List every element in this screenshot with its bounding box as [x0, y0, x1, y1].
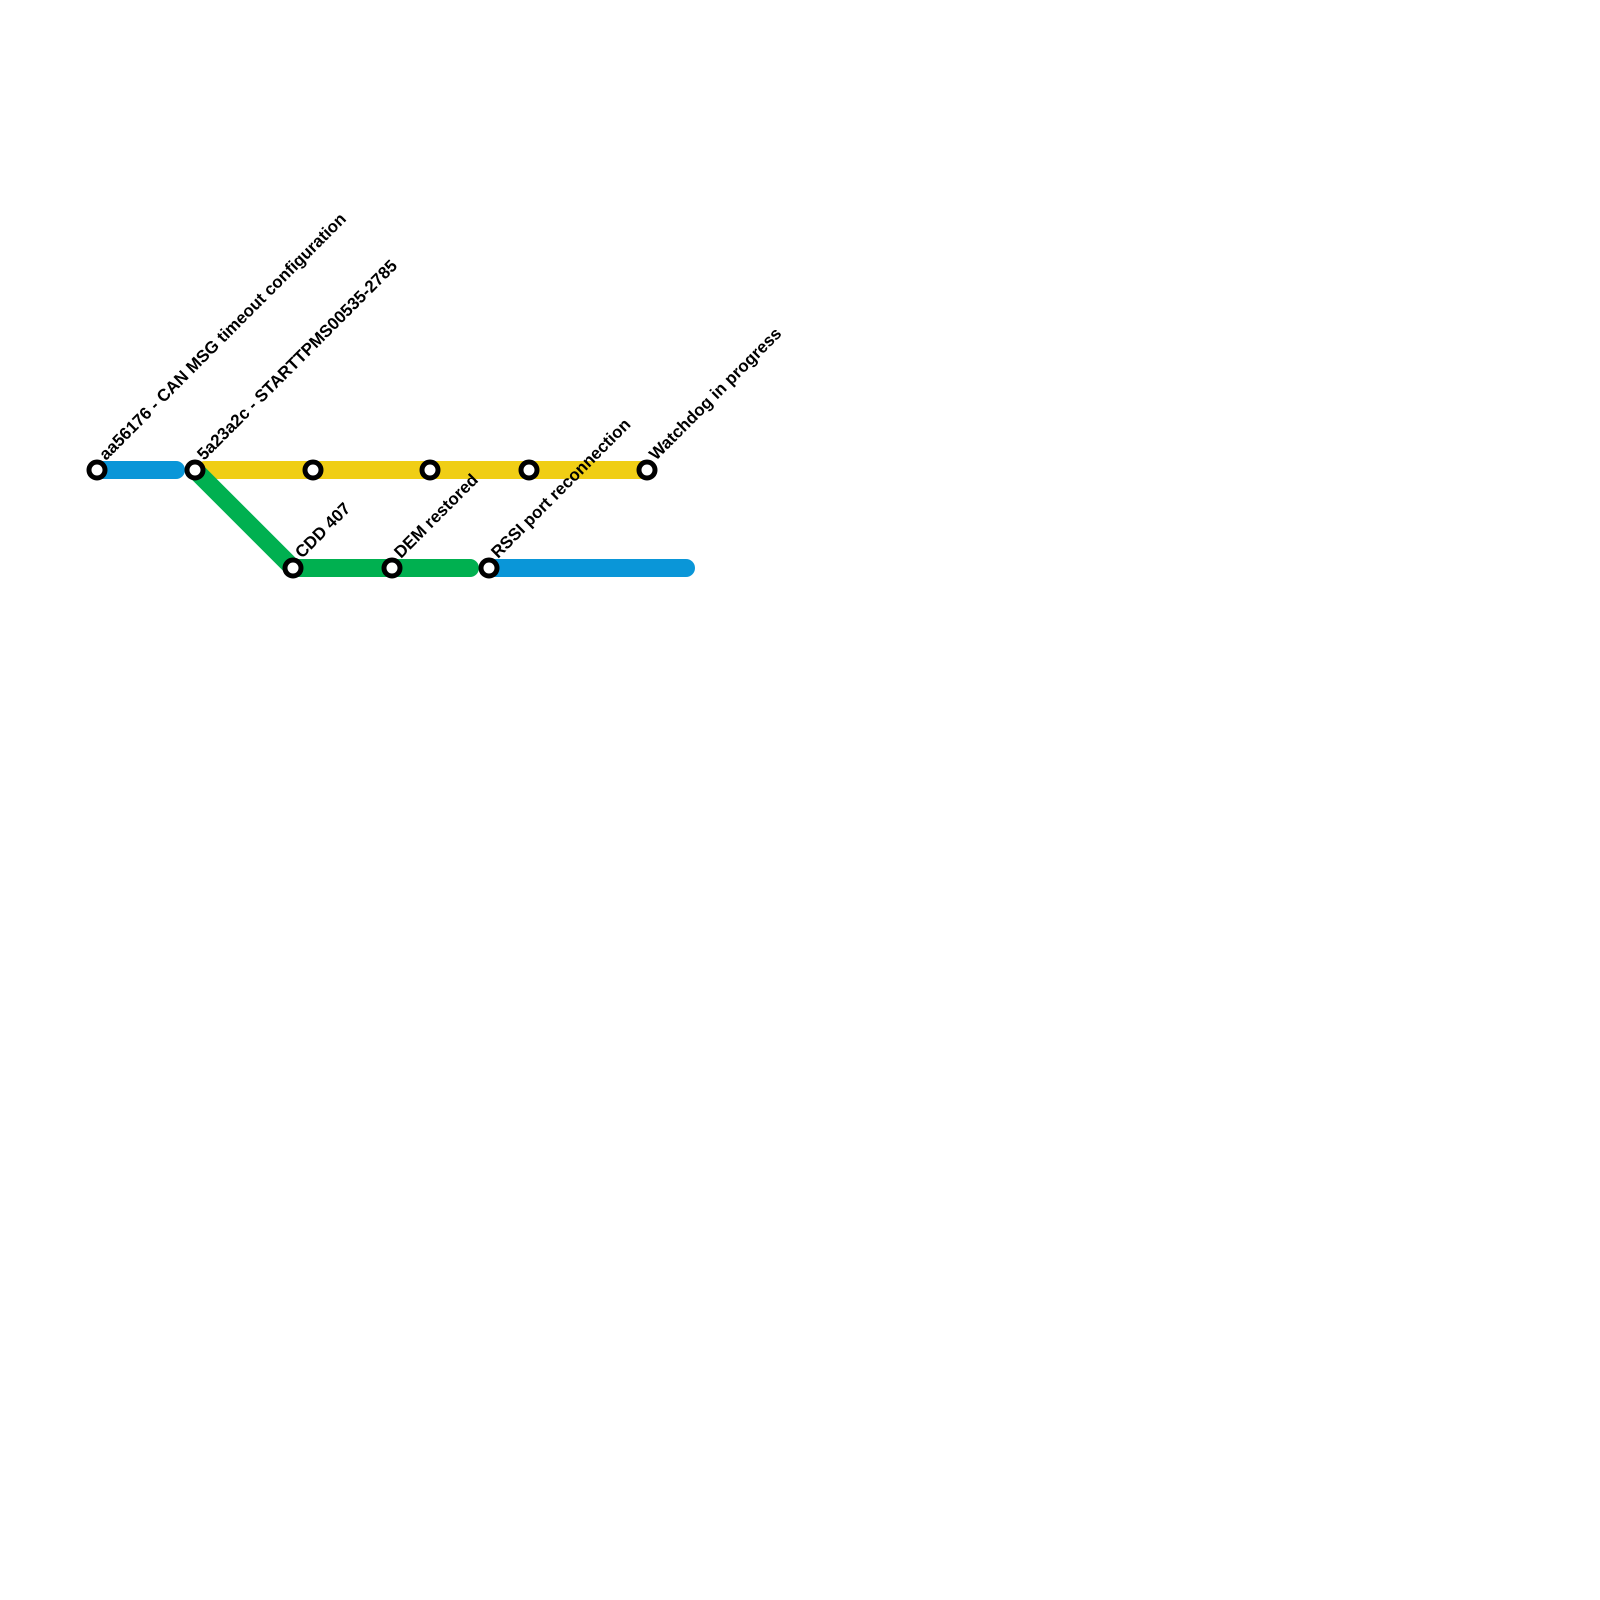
station-1[interactable]: [184, 459, 206, 481]
station-label-5: Watchdog in progress: [645, 324, 785, 464]
station-2[interactable]: [302, 459, 324, 481]
station-label-1: 5a23a2c - STARTTPMS00535-2785: [193, 256, 401, 464]
station-label-6: CDD 407: [291, 499, 354, 562]
station-4[interactable]: [518, 459, 540, 481]
station-0[interactable]: [86, 459, 108, 481]
lines-group: [88, 461, 695, 577]
station-7[interactable]: [381, 557, 403, 579]
station-label-8: RSSI port reconnection: [487, 415, 634, 562]
station-6[interactable]: [282, 557, 304, 579]
station-8[interactable]: [478, 557, 500, 579]
station-label-7: DEM restored: [390, 470, 482, 562]
labels-group: aa56176 - CAN MSG timeout configuration …: [95, 209, 785, 562]
station-5[interactable]: [636, 459, 658, 481]
stations-group: [86, 459, 658, 579]
station-3[interactable]: [419, 459, 441, 481]
